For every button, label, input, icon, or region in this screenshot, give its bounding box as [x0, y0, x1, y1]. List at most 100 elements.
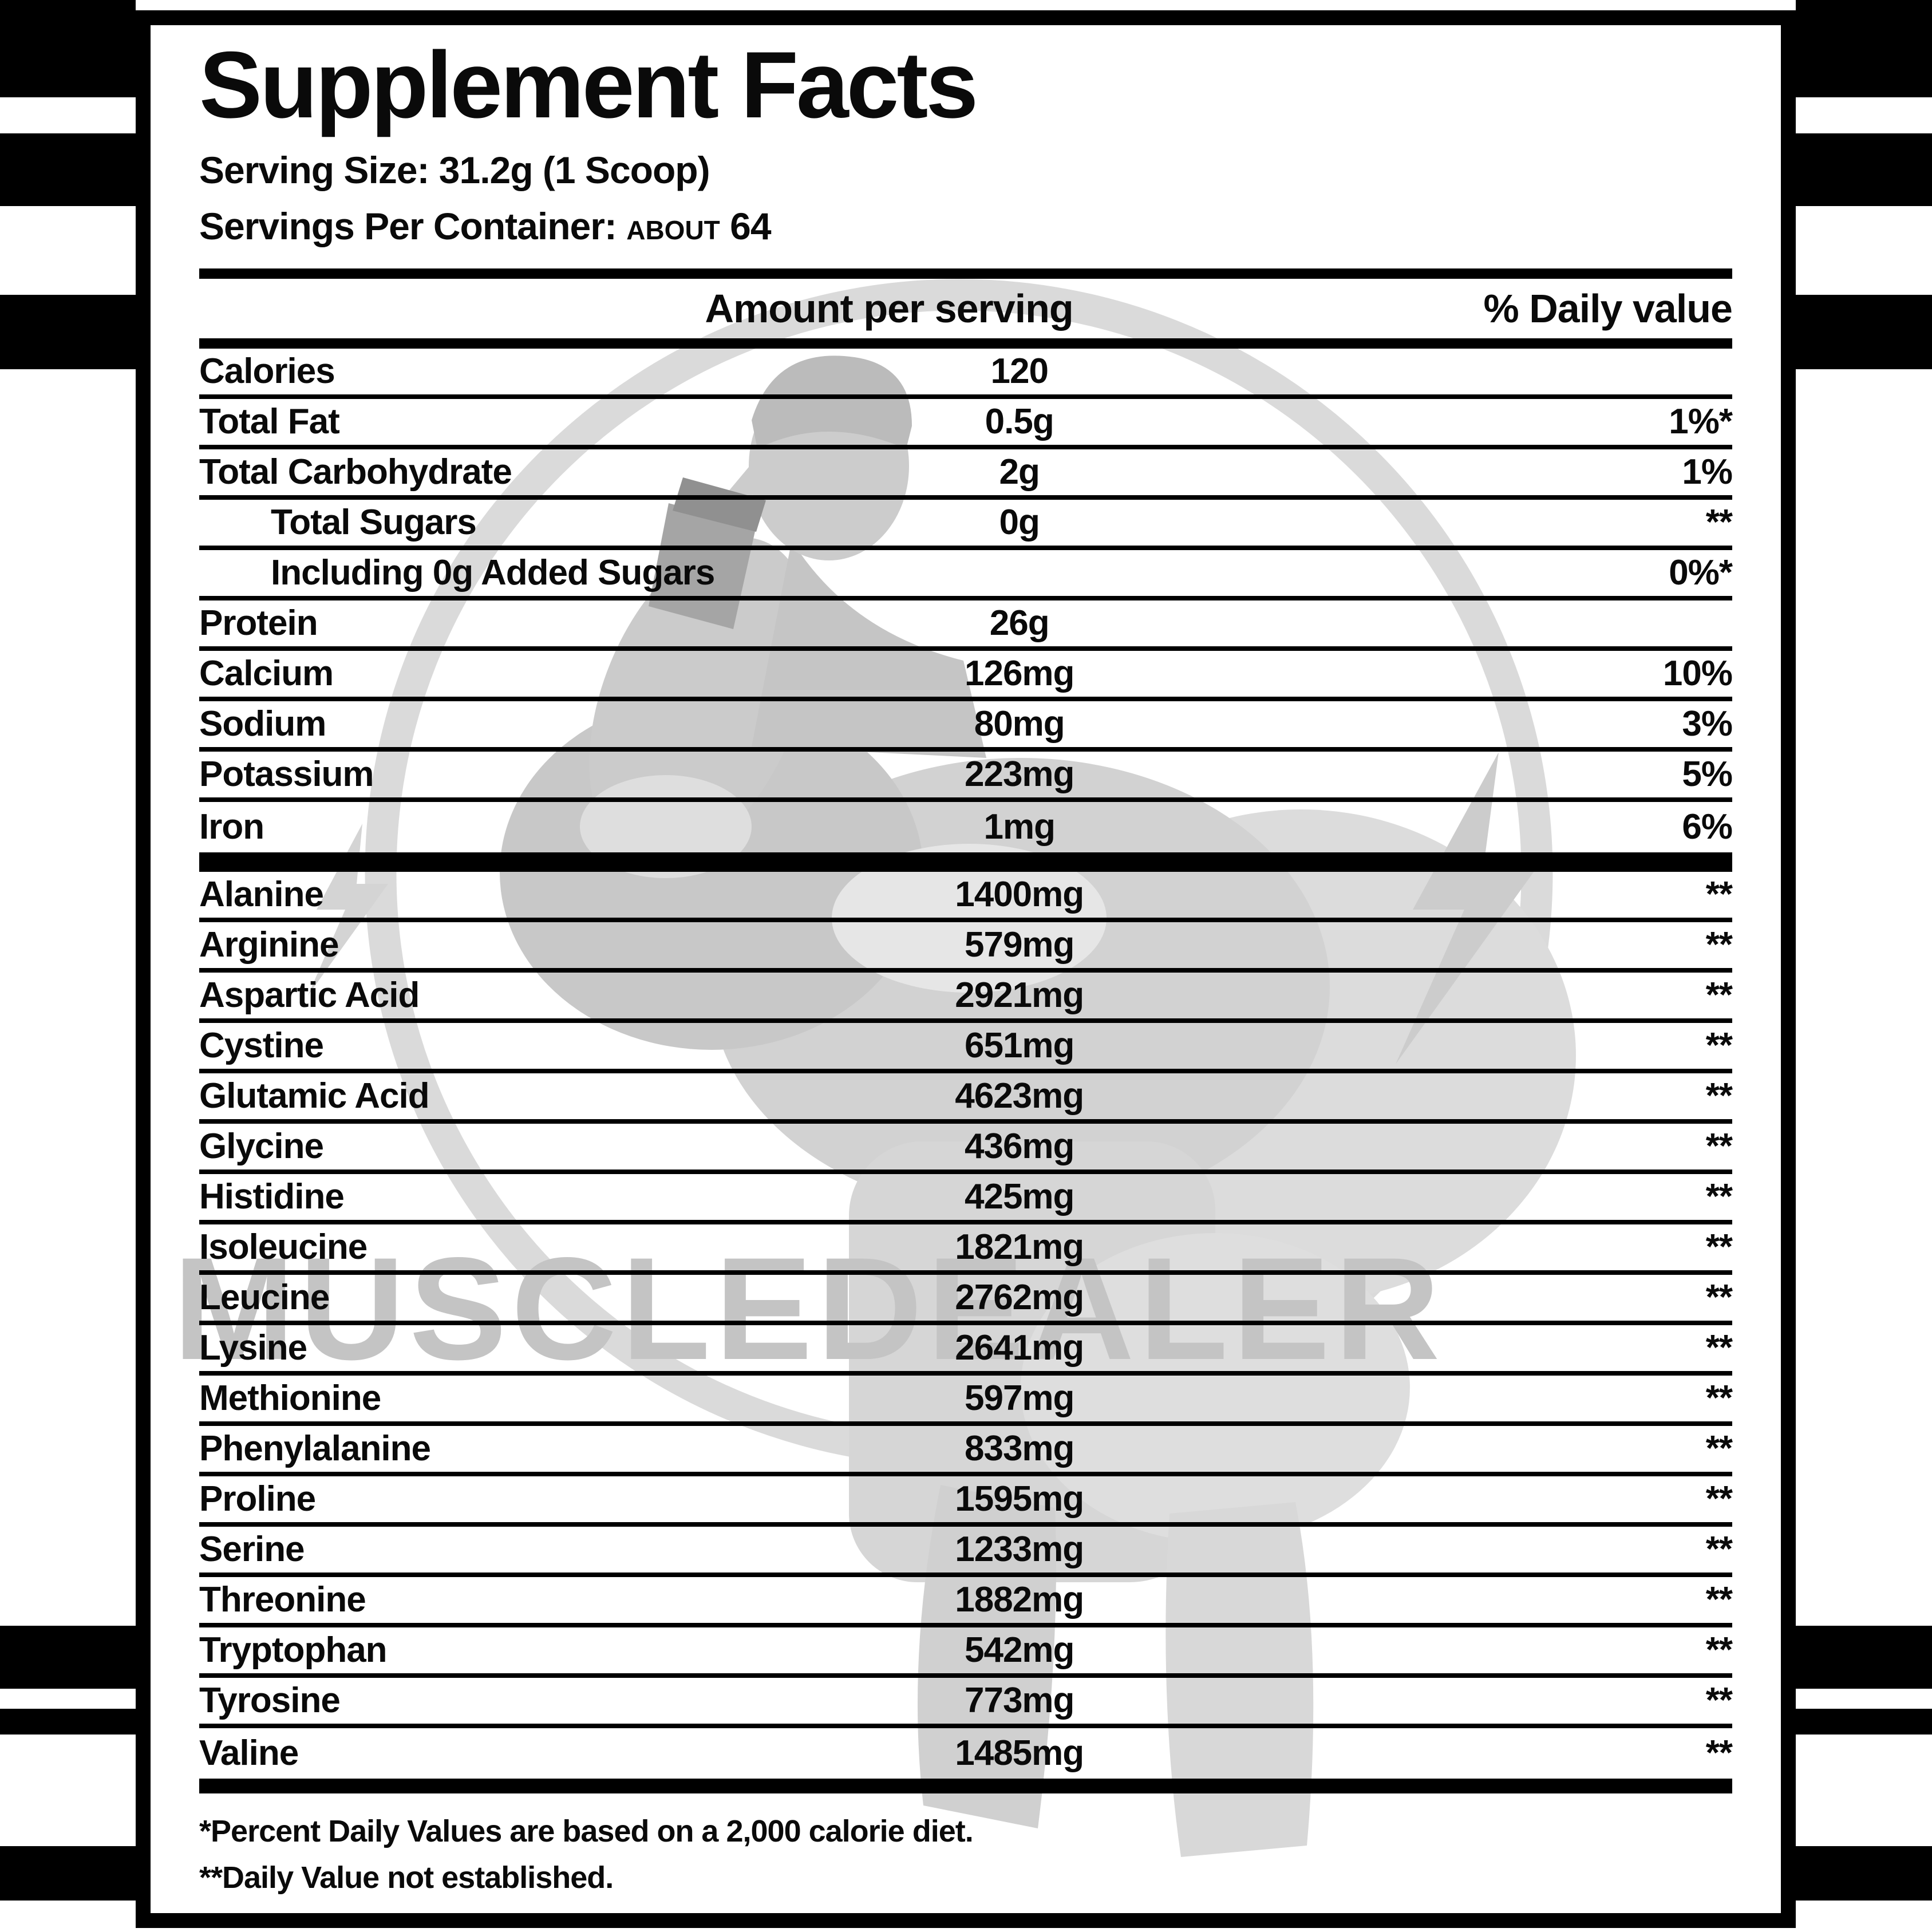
nutrient-daily-value: ** [1705, 1479, 1733, 1519]
nutrient-name: Calcium [199, 654, 334, 693]
nutrient-amount: 120 [990, 351, 1048, 391]
table-row: Tryptophan 542mg ** [199, 1627, 1733, 1678]
table-row: Serine 1233mg ** [199, 1527, 1733, 1577]
table-row: Calcium 126mg 10% [199, 651, 1733, 701]
label-content: Supplement Facts Serving Size: 31.2g (1 … [151, 32, 1781, 1901]
table-row: Total Carbohydrate 2g 1% [199, 449, 1733, 500]
nutrient-daily-value: ** [1705, 1177, 1733, 1216]
table-header-row: Amount per serving % Daily value [199, 279, 1732, 338]
nutrient-daily-value: ** [1705, 875, 1733, 914]
nutrient-daily-value: ** [1705, 1026, 1733, 1065]
nutrient-name: Glutamic Acid [199, 1076, 430, 1116]
nutrient-name: Including 0g Added Sugars [271, 553, 715, 592]
nutrient-amount: 1mg [983, 807, 1055, 847]
nutrient-name: Phenylalanine [199, 1429, 431, 1468]
nutrient-amount: 2g [999, 452, 1040, 492]
table-row: Glycine 436mg ** [199, 1124, 1733, 1174]
supplement-facts-panel: MUSCLEDEALER Supplement Facts Serving Si… [136, 10, 1796, 1928]
table-row: Calories 120 [199, 349, 1732, 399]
nutrient-name: Tyrosine [199, 1681, 341, 1720]
table-row: Arginine 579mg ** [199, 922, 1733, 973]
nutrient-amount: 2921mg [955, 975, 1084, 1015]
nutrient-daily-value: 0%* [1669, 553, 1733, 592]
servings-per-container-label: Servings Per Container: [199, 204, 617, 247]
nutrient-daily-value: ** [1705, 1378, 1733, 1418]
table-row: Histidine 425mg ** [199, 1174, 1733, 1224]
nutrient-amount: 1233mg [955, 1530, 1084, 1569]
nutrient-daily-value: ** [1705, 1429, 1733, 1468]
nutrient-table: Calories 120 Total Fat 0.5g 1%* Total Carbohy… [199, 349, 1733, 852]
table-row: Iron 1mg 6% [199, 802, 1733, 852]
table-row: Valine 1485mg ** [199, 1728, 1733, 1779]
nutrient-amount: 833mg [964, 1429, 1074, 1468]
nutrient-name: Calories [199, 351, 335, 391]
nutrient-name: Arginine [199, 925, 339, 965]
watermark-brand-text: MUSCLEDEALER [173, 1227, 1444, 1390]
nutrient-amount: 579mg [964, 925, 1074, 965]
table-row: Aspartic Acid 2921mg ** [199, 973, 1733, 1023]
nutrient-amount: 2641mg [955, 1328, 1084, 1368]
muscle-dealer-watermark: MUSCLEDEALER [173, 279, 1576, 1857]
background-stripe [1796, 295, 1932, 369]
column-header-daily-value: % Daily value [1483, 286, 1733, 331]
nutrient-daily-value: ** [1705, 1530, 1733, 1569]
nutrient-amount: 80mg [974, 704, 1065, 744]
nutrient-amount: 4623mg [955, 1076, 1084, 1116]
table-row: Potassium 223mg 5% [199, 752, 1733, 802]
background-stripe [0, 1846, 136, 1901]
background-stripe [0, 133, 136, 206]
table-row: Total Fat 0.5g 1%* [199, 399, 1733, 449]
nutrient-daily-value: ** [1705, 975, 1733, 1015]
nutrient-name: Valine [199, 1733, 299, 1773]
background-stripe [0, 1626, 136, 1689]
servings-count: 64 [730, 204, 771, 247]
nutrient-daily-value: 6% [1682, 807, 1733, 847]
nutrient-amount: 223mg [964, 754, 1074, 794]
table-row: Cystine 651mg ** [199, 1023, 1733, 1073]
nutrient-amount: 773mg [964, 1681, 1074, 1720]
page-title: Supplement Facts [199, 32, 978, 137]
nutrient-amount: 0.5g [985, 402, 1054, 441]
background-stripe [1796, 1709, 1932, 1735]
nutrient-name: Histidine [199, 1177, 345, 1216]
table-row: Isoleucine 1821mg ** [199, 1224, 1733, 1275]
nutrient-amount: 1400mg [955, 875, 1084, 914]
column-header-amount: Amount per serving [705, 286, 1073, 331]
nutrient-name: Sodium [199, 704, 326, 744]
nutrient-daily-value: 10% [1662, 654, 1733, 693]
nutrient-name: Aspartic Acid [199, 975, 420, 1015]
table-row: Protein 26g [199, 600, 1732, 651]
lightning-bolt-icon [308, 824, 388, 995]
nutrient-daily-value: ** [1705, 503, 1733, 542]
nutrient-name: Lysine [199, 1328, 307, 1368]
nutrient-daily-value: ** [1705, 925, 1733, 965]
nutrient-name: Proline [199, 1479, 316, 1519]
nutrient-daily-value: ** [1705, 1278, 1733, 1317]
background-stripes-right [1796, 0, 1932, 1932]
table-row: Phenylalanine 833mg ** [199, 1426, 1733, 1476]
table-row: Glutamic Acid 4623mg ** [199, 1073, 1733, 1124]
background-stripe [0, 1709, 136, 1735]
servings-per-container-line: Servings Per Container: ABOUT 64 [199, 204, 1732, 248]
table-row: Leucine 2762mg ** [199, 1275, 1733, 1325]
nutrient-daily-value: ** [1705, 1127, 1733, 1166]
background-stripe [1796, 1626, 1932, 1689]
nutrient-amount: 597mg [964, 1378, 1074, 1418]
nutrient-daily-value: 1% [1682, 452, 1733, 492]
serving-size-line: Serving Size: 31.2g (1 Scoop) [199, 148, 710, 191]
nutrient-amount: 126mg [964, 654, 1074, 693]
nutrient-daily-value: ** [1705, 1681, 1733, 1720]
nutrient-amount: 1882mg [955, 1580, 1084, 1619]
nutrient-name: Tryptophan [199, 1630, 388, 1670]
nutrient-name: Threonine [199, 1580, 366, 1619]
nutrient-daily-value: ** [1705, 1630, 1733, 1670]
table-row: Lysine 2641mg ** [199, 1325, 1733, 1376]
nutrient-name: Cystine [199, 1026, 324, 1065]
nutrient-name: Iron [199, 807, 264, 847]
lightning-bolt-icon [1396, 752, 1542, 1064]
table-row: Tyrosine 773mg ** [199, 1678, 1733, 1728]
nutrient-name: Potassium [199, 754, 374, 794]
nutrient-daily-value: ** [1705, 1076, 1733, 1116]
nutrient-daily-value: 1%* [1669, 402, 1733, 441]
nutrient-daily-value: ** [1705, 1328, 1733, 1368]
